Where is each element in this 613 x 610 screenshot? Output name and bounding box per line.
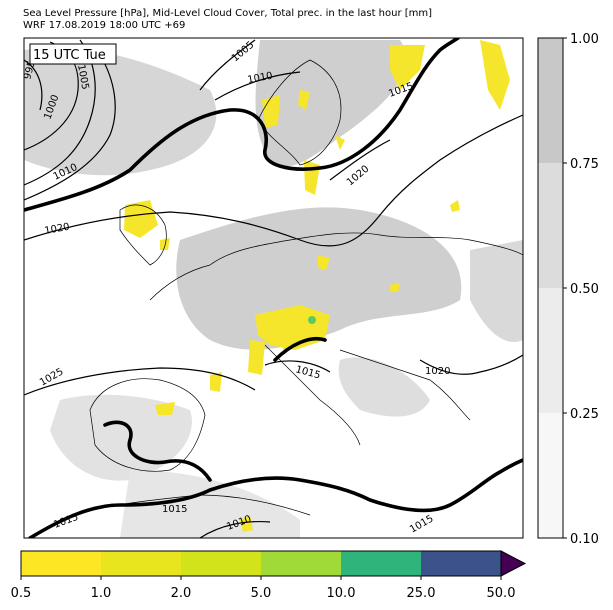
cloud-colorbar-tick-label: 1.00: [570, 32, 599, 47]
cloud-colorbar: 1.00 0.75 0.50 0.25 0.10: [537, 32, 599, 547]
coastline-balkans: [339, 349, 471, 421]
isobar-1015-iberia: [103, 420, 212, 482]
time-label-background: [29, 43, 117, 65]
cloud-colorbar-ticks: [563, 37, 567, 539]
coastline-iberia: [89, 378, 206, 472]
precip-colorbar-segment: [261, 551, 341, 576]
isobar-label: 1020: [425, 366, 450, 377]
cloud-colorbar-tick-label: 0.10: [570, 532, 599, 547]
isobar-1015-north: [24, 38, 460, 212]
map-frame: [23, 37, 524, 539]
cloud-area-iberia: [50, 394, 192, 481]
coastline-mainland: [149, 232, 523, 301]
isobar-1005-b: [199, 39, 256, 91]
precip-italy-west: [248, 340, 265, 375]
isobar-1010-c: [199, 520, 271, 538]
precip-ireland: [124, 200, 158, 238]
precip-heavy-cell: [308, 316, 316, 324]
cloud-colorbar-tick-label: 0.25: [570, 407, 599, 422]
precip-sweden: [298, 90, 310, 110]
precip-colorbar-extend-arrow: [500, 550, 527, 577]
isobar-1015-c: [264, 360, 331, 373]
cloud-colorbar-segment: [538, 288, 563, 413]
cloud-colorbar-segment: [538, 163, 563, 288]
precip-colorbar-segment: [421, 551, 501, 576]
isobar-1025: [24, 367, 256, 396]
precip-colorbar: 0.5 1.0 2.0 5.0 10.0 25.0 50.0: [11, 550, 527, 601]
precip-uk: [160, 238, 170, 250]
cloud-colorbar-segment: [538, 38, 563, 163]
precip-balkan: [240, 515, 253, 532]
precip-colorbar-ticks: [20, 576, 502, 580]
precip-colorbar-tick-label: 10.0: [327, 586, 356, 601]
precip-colorbar-tick-label: 2.0: [171, 586, 192, 601]
precip-colorbar-tick-label: 25.0: [407, 586, 436, 601]
cloud-area-atlantic: [24, 47, 217, 176]
precip-colorbar-segment: [341, 551, 421, 576]
isobar-1015-heavy-layer: [24, 38, 523, 538]
precip-scandinavia-1: [390, 45, 425, 90]
isobar-label: 1005: [75, 64, 90, 91]
precip-colorbar-tick-label: 5.0: [251, 586, 272, 601]
coastline-british-isles: [119, 204, 167, 266]
isobar-1015-south: [28, 458, 523, 538]
precip-spain-north: [155, 402, 175, 415]
cloud-colorbar-segment: [538, 413, 563, 538]
cloud-area-central-europe: [176, 207, 462, 350]
precip-baltic: [335, 135, 345, 150]
precip-colorbar-segment: [181, 551, 261, 576]
cloud-area-balkans: [338, 357, 430, 417]
precip-colorbar-tick-label: 50.0: [487, 586, 516, 601]
chart-subtitle: WRF 17.08.2019 18:00 UTC +69: [23, 20, 186, 31]
precip-germany: [318, 255, 330, 270]
isobar-label: 1010: [247, 71, 274, 86]
isobar-1020-c: [419, 354, 523, 375]
precip-colorbar-segment: [21, 551, 101, 576]
precip-scandinavia-2: [480, 40, 510, 110]
isobar-995: [24, 59, 43, 111]
map-panel: 995 1000 1005 1005 1010 1010 1010 1015 1…: [23, 37, 524, 539]
time-label: 15 UTC Tue: [33, 48, 106, 63]
isobar-1015-italy: [273, 337, 327, 362]
precip-north-italy-2: [210, 372, 222, 392]
precip-colorbar-segment: [101, 551, 181, 576]
cloud-colorbar-tick-label: 0.50: [570, 282, 599, 297]
coastline-scandinavia: [257, 59, 342, 166]
cloud-cover-layer: [24, 40, 523, 538]
isobar-1010-a: [24, 54, 116, 201]
cloud-area-east: [470, 240, 523, 342]
precip-norway-coast: [262, 95, 280, 128]
isobar-label: 1015: [162, 504, 187, 515]
precip-russia: [450, 200, 460, 212]
isobar-1020-b: [329, 139, 391, 181]
chart-title: Sea Level Pressure [hPa], Mid-Level Clou…: [23, 8, 433, 19]
isobar-1020-a: [24, 114, 523, 247]
precip-colorbar-tick-label: 1.0: [91, 586, 112, 601]
isobar-1010-b: [214, 71, 301, 101]
precip-poland: [390, 283, 400, 292]
isobar-label: 1020: [44, 222, 71, 237]
precip-colorbar-tick-label: 0.5: [11, 586, 32, 601]
cloud-colorbar-tick-label: 0.75: [570, 157, 599, 172]
time-label-box: 15 UTC Tue: [29, 43, 117, 65]
